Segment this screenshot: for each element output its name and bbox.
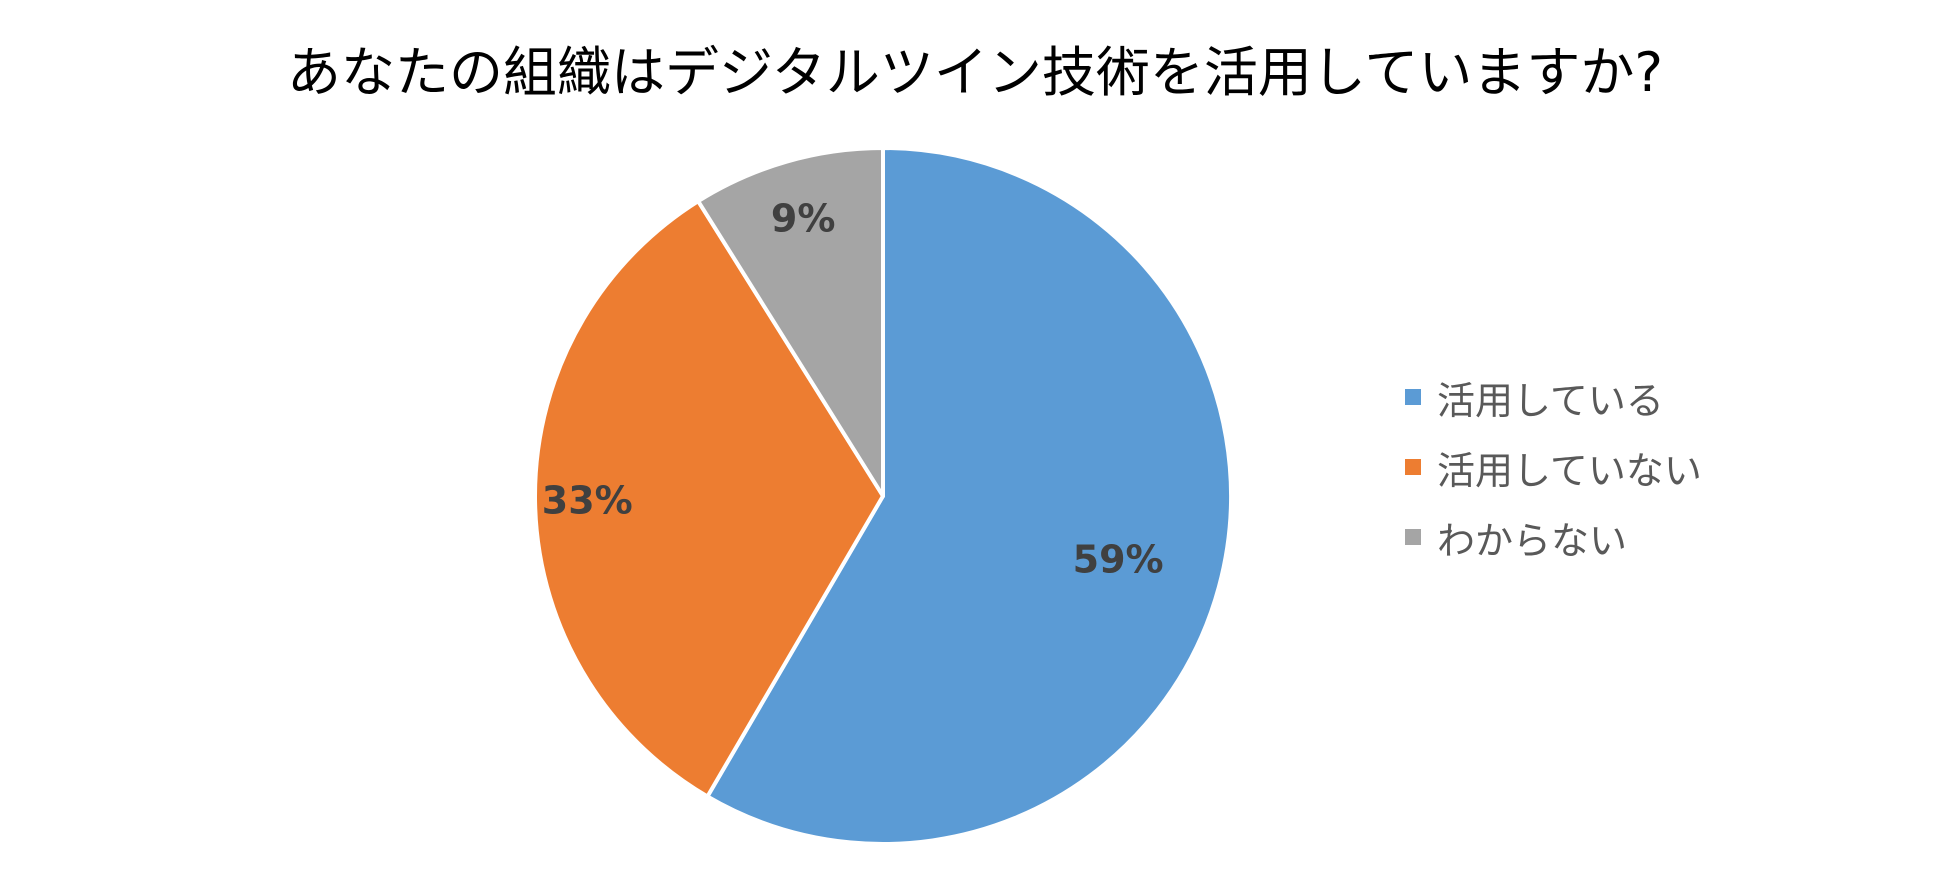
pie-slice-unknown (696, 146, 885, 498)
chart-title: あなたの組織はデジタルツイン技術を活用していますか? (287, 41, 1663, 104)
legend-item: 活用していない (1405, 432, 1702, 502)
legend-item: わからない (1405, 502, 1702, 572)
legend-swatch-unknown (1405, 529, 1421, 545)
legend-label-not-using: 活用していない (1437, 448, 1702, 493)
legend-label-unknown: わからない (1437, 518, 1628, 563)
pie-slice-using (705, 146, 1233, 846)
legend-swatch-using (1405, 389, 1421, 405)
legend: 活用している 活用していない わからない (1405, 362, 1702, 572)
legend-label-using: 活用している (1437, 378, 1664, 423)
legend-swatch-not-using (1405, 459, 1421, 475)
data-label-using: 59% (1073, 538, 1164, 582)
data-label-not-using: 33% (542, 479, 633, 523)
pie-slice-not-using (533, 199, 885, 799)
legend-item: 活用している (1405, 362, 1702, 432)
data-label-unknown: 9% (771, 196, 836, 240)
